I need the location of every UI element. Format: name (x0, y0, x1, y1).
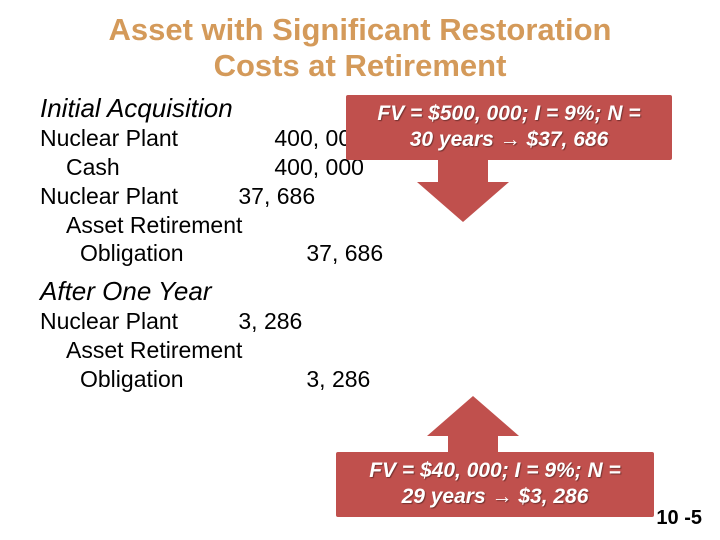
callout1-line2b: $37, 686 (527, 128, 609, 151)
section-after: After One Year (40, 276, 680, 307)
entry1-credit-account: Cash (40, 153, 260, 182)
journal-entry-3: Nuclear Plant 3, 286 Asset Retirement Ob… (40, 307, 680, 393)
callout1-line2a: 30 years (410, 128, 494, 151)
right-arrow-icon: → (500, 128, 521, 151)
entry3-credit-value: 3, 286 (306, 365, 370, 394)
journal-entry-2: Nuclear Plant 37, 686 Asset Retirement O… (40, 182, 680, 268)
title-line-2: Costs at Retirement (214, 48, 507, 83)
entry3-credit-account-1: Asset Retirement (40, 336, 260, 365)
slide-title: Asset with Significant Restoration Costs… (0, 0, 720, 83)
arrow-down-icon (417, 182, 509, 222)
callout2-line2a: 29 years (402, 485, 486, 508)
arrow-up-icon (427, 396, 519, 436)
callout-2: FV = $40, 000; I = 9%; N = 29 years → $3… (336, 452, 654, 517)
entry3-debit-value: 3, 286 (238, 307, 302, 336)
entry2-debit-account: Nuclear Plant (40, 182, 260, 211)
arrow-up-stem (448, 434, 498, 454)
page-number: 10 -5 (656, 507, 702, 530)
entry2-credit-account-1: Asset Retirement (40, 211, 260, 240)
callout2-line1: FV = $40, 000; I = 9%; N = (369, 459, 621, 482)
right-arrow-icon-2: → (492, 485, 513, 508)
callout2-line2b: $3, 286 (518, 485, 588, 508)
entry2-credit-value: 37, 686 (306, 239, 383, 268)
entry2-debit-value: 37, 686 (238, 182, 315, 211)
entry2-credit-account-2: Obligation (40, 239, 260, 268)
title-line-1: Asset with Significant Restoration (109, 12, 612, 47)
callout-1: FV = $500, 000; I = 9%; N = 30 years → $… (346, 95, 672, 160)
entry1-debit-account: Nuclear Plant (40, 124, 260, 153)
callout1-line1: FV = $500, 000; I = 9%; N = (377, 102, 640, 125)
entry3-debit-account: Nuclear Plant (40, 307, 260, 336)
entry3-credit-account-2: Obligation (40, 365, 260, 394)
